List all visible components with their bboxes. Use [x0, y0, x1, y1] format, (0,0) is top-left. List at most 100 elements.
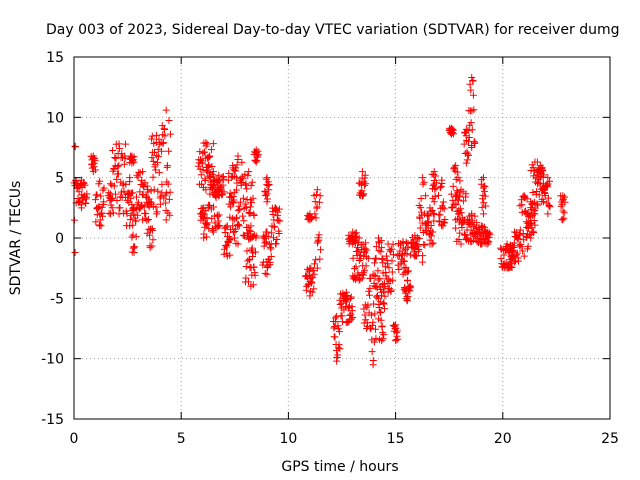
data-point: [115, 161, 123, 169]
data-point: [248, 178, 256, 186]
data-point: [132, 233, 140, 241]
data-point: [370, 338, 378, 346]
data-point: [236, 205, 244, 213]
x-tick-label: 15: [387, 431, 405, 447]
data-point: [402, 263, 410, 271]
data-point: [153, 131, 161, 139]
data-point: [419, 180, 427, 188]
data-point: [527, 234, 535, 242]
data-point: [518, 201, 526, 209]
data-point: [513, 251, 521, 259]
data-point: [249, 194, 257, 202]
data-point: [411, 232, 419, 240]
data-point: [100, 198, 108, 206]
data-point: [378, 337, 386, 345]
data-point: [107, 195, 115, 203]
data-point: [250, 263, 258, 271]
data-point: [425, 212, 433, 220]
data-point: [468, 144, 476, 151]
data-point: [229, 214, 237, 222]
data-point: [313, 186, 321, 194]
data-point: [533, 200, 541, 208]
data-point: [467, 119, 475, 127]
data-point: [96, 222, 104, 230]
data-point: [231, 234, 239, 242]
data-point: [466, 80, 474, 88]
data-point: [264, 195, 272, 203]
data-point: [158, 180, 166, 188]
data-point: [457, 209, 465, 217]
data-point: [132, 217, 140, 225]
data-point: [417, 194, 425, 202]
data-points: [70, 74, 569, 369]
x-tick-label: 20: [494, 431, 512, 447]
data-point: [426, 204, 434, 212]
data-point: [464, 150, 472, 158]
data-point: [404, 267, 412, 275]
data-point: [371, 259, 379, 267]
data-point: [519, 229, 527, 237]
data-point: [468, 74, 476, 82]
data-point: [467, 86, 475, 94]
data-point: [497, 255, 505, 263]
data-point: [71, 248, 79, 256]
data-point: [112, 190, 120, 198]
data-point: [372, 243, 380, 251]
data-point: [420, 178, 428, 186]
data-point: [338, 312, 346, 320]
data-point: [347, 294, 355, 302]
data-point: [530, 217, 538, 225]
data-point: [111, 154, 119, 162]
data-point: [162, 216, 170, 224]
data-point: [311, 210, 319, 218]
data-point: [428, 232, 436, 240]
data-point: [123, 210, 131, 218]
data-point: [230, 196, 238, 204]
data-point: [272, 240, 280, 248]
data-point: [226, 189, 234, 197]
data-point: [546, 203, 554, 211]
data-point: [129, 221, 137, 229]
data-point: [267, 253, 275, 261]
data-point: [155, 153, 163, 161]
data-point: [239, 194, 247, 202]
data-point: [348, 307, 356, 315]
data-point: [225, 236, 233, 244]
data-point: [120, 187, 128, 195]
data-point: [369, 270, 377, 278]
data-point: [382, 252, 390, 260]
data-point: [250, 212, 258, 220]
data-point: [416, 224, 424, 232]
data-point: [206, 169, 214, 177]
data-point: [480, 210, 488, 218]
data-point: [333, 357, 341, 365]
data-point: [223, 252, 231, 260]
data-point: [373, 284, 381, 292]
data-point: [239, 175, 247, 183]
data-point: [372, 254, 380, 262]
data-point: [149, 236, 157, 244]
data-point: [120, 160, 128, 168]
data-point: [376, 275, 384, 283]
data-point: [358, 192, 366, 200]
data-point: [367, 274, 375, 282]
data-point: [199, 149, 207, 157]
data-point: [333, 312, 341, 320]
data-point: [316, 192, 324, 200]
data-point: [91, 157, 99, 165]
data-point: [78, 176, 86, 184]
data-point: [219, 181, 227, 189]
data-point: [241, 200, 249, 208]
data-point: [374, 234, 382, 242]
data-point: [540, 198, 548, 206]
data-point: [140, 183, 148, 191]
data-point: [310, 285, 318, 293]
data-point: [362, 316, 370, 324]
data-point: [457, 240, 465, 248]
data-point: [527, 220, 535, 228]
data-point: [100, 184, 108, 192]
x-tick-label: 10: [279, 431, 297, 447]
data-point: [244, 172, 252, 180]
data-point: [271, 223, 279, 231]
data-point: [233, 186, 241, 194]
